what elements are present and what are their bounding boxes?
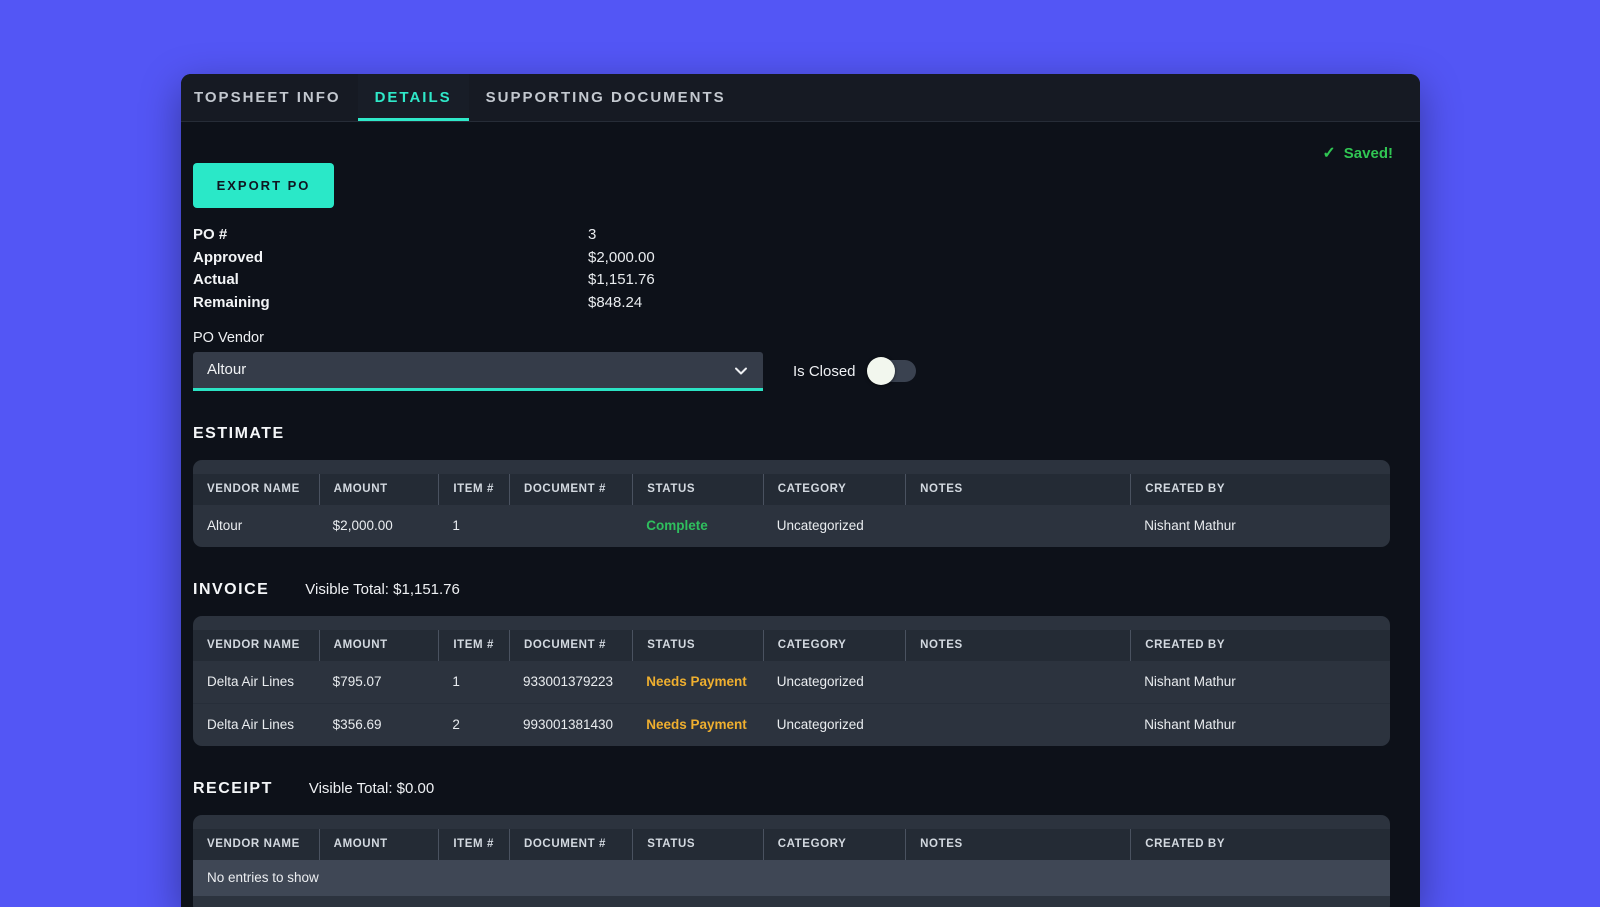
column-header-status: STATUS [632,629,762,661]
cell-status: Needs Payment [646,717,747,733]
cell-category: Uncategorized [776,717,864,733]
cell-created-by: Nishant Mathur [1144,674,1236,690]
saved-label: Saved! [1343,144,1393,162]
field-row-remaining: Remaining $848.24 [193,291,1390,314]
cell-created-by: Nishant Mathur [1144,518,1236,534]
field-label: Remaining [193,293,270,311]
section-receipt: RECEIPT Visible Total: $0.00 VENDOR NAME… [193,780,1390,907]
cell-document: 933001379223 [522,674,614,690]
visible-total: Visible Total: $0.00 [308,779,435,797]
is-closed-label: Is Closed [793,362,856,380]
column-header-document: DOCUMENT # [508,629,632,661]
column-header-notes: NOTES [905,828,1130,860]
field-value: $848.24 [588,293,643,311]
cell-category: Uncategorized [776,674,864,690]
cell-amount: $2,000.00 [332,518,393,534]
section-title: RECEIPT [193,779,273,797]
field-value: $1,151.76 [588,271,655,289]
is-closed-control: Is Closed [793,357,916,386]
po-summary-fields: PO # 3 Approved $2,000.00 Actual $1,151.76 Rem… [193,223,1390,314]
section-table: VENDOR NAME AMOUNT ITEM # DOCUMENT # STATUS C… [193,814,1390,907]
table-row[interactable]: Delta Air Lines $356.69 2 993001381430 Needs… [193,702,1390,746]
cell-item: 1 [452,674,460,690]
visible-total: Visible Total: $1,151.76 [305,580,460,598]
table-row[interactable]: Delta Air Lines $795.07 1 933001379223 Needs… [193,661,1390,703]
column-header-notes: NOTES [905,473,1130,505]
table-header-row: VENDOR NAME AMOUNT ITEM # DOCUMENT # STATUS C… [193,828,1390,860]
field-value: $2,000.00 [588,248,655,266]
tab-details[interactable]: DETAILS [357,74,469,121]
cell-vendor-name: Altour [207,518,243,534]
column-header-notes: NOTES [905,629,1130,661]
po-details-panel: TOPSHEET INFO DETAILS SUPPORTING DOCUMENTS… [181,74,1420,907]
details-content: ✓ Saved! EXPORT PO PO # 3 Approved $2,000.0… [181,122,1420,907]
column-header-item: ITEM # [438,828,509,860]
cell-document: 993001381430 [522,717,614,733]
section-table: VENDOR NAME AMOUNT ITEM # DOCUMENT # STATUS C… [193,459,1390,547]
cell-amount: $356.69 [332,717,382,733]
saved-indicator: ✓ Saved! [1322,143,1393,163]
column-header-status: STATUS [632,828,762,860]
section-title: ESTIMATE [193,424,285,442]
table-header-row: VENDOR NAME AMOUNT ITEM # DOCUMENT # STATUS C… [193,629,1390,661]
column-header-status: STATUS [632,473,762,505]
cell-created-by: Nishant Mathur [1144,717,1236,733]
tab-topsheet-info[interactable]: TOPSHEET INFO [194,89,341,106]
column-header-category: CATEGORY [762,629,905,661]
cell-item: 1 [452,518,460,534]
toggle-knob [866,357,895,386]
column-header-document: DOCUMENT # [508,473,632,505]
check-icon: ✓ [1322,145,1336,162]
column-header-amount: AMOUNT [318,828,439,860]
column-header-vendor-name: VENDOR NAME [207,483,300,496]
column-header-created-by: CREATED BY [1130,629,1390,661]
field-row-actual: Actual $1,151.76 [193,268,1390,291]
column-header-vendor-name: VENDOR NAME [207,639,300,652]
column-header-category: CATEGORY [762,473,905,505]
column-header-amount: AMOUNT [318,629,439,661]
cell-vendor-name: Delta Air Lines [207,674,295,690]
column-header-item: ITEM # [438,473,509,505]
column-header-amount: AMOUNT [318,473,439,505]
field-label: PO # [193,225,228,243]
tab-supporting-documents[interactable]: SUPPORTING DOCUMENTS [485,89,726,106]
cell-document [509,505,632,547]
column-header-document: DOCUMENT # [508,828,632,860]
cell-status: Complete [646,518,708,534]
cell-notes [905,704,1130,746]
cell-amount: $795.07 [332,674,382,690]
po-vendor-label: PO Vendor [193,329,264,346]
section-estimate: ESTIMATE VENDOR NAME AMOUNT ITEM # DOCUMENT… [193,425,1390,547]
table-row[interactable]: Altour $2,000.00 1 Complete Uncategorized Nis… [193,505,1390,547]
field-row-approved: Approved $2,000.00 [193,246,1390,269]
column-header-created-by: CREATED BY [1130,828,1390,860]
section-table: VENDOR NAME AMOUNT ITEM # DOCUMENT # STATUS C… [193,615,1390,746]
column-header-vendor-name: VENDOR NAME [207,838,300,851]
field-row-po: PO # 3 [193,223,1390,246]
field-label: Approved [193,248,264,266]
export-po-button[interactable]: EXPORT PO [193,163,334,208]
cell-item: 2 [452,717,460,733]
column-header-category: CATEGORY [762,828,905,860]
section-title: INVOICE [193,580,270,598]
field-label: Actual [193,271,239,289]
tab-bar: TOPSHEET INFO DETAILS SUPPORTING DOCUMENTS [181,74,1420,122]
cell-status: Needs Payment [646,674,747,690]
field-value: 3 [588,225,597,243]
po-vendor-value: Altour [207,361,247,379]
chevron-down-icon [735,367,747,375]
column-header-created-by: CREATED BY [1130,473,1390,505]
table-header-row: VENDOR NAME AMOUNT ITEM # DOCUMENT # STATUS C… [193,473,1390,505]
cell-category: Uncategorized [776,518,864,534]
is-closed-toggle[interactable] [866,357,916,386]
empty-state-row: No entries to show [193,859,1390,896]
cell-vendor-name: Delta Air Lines [207,717,295,733]
po-vendor-select[interactable]: Altour [193,351,763,391]
section-invoice: INVOICE Visible Total: $1,151.76 VENDOR … [193,581,1390,746]
column-header-item: ITEM # [438,629,509,661]
cell-notes [905,661,1130,703]
cell-notes [905,505,1130,547]
